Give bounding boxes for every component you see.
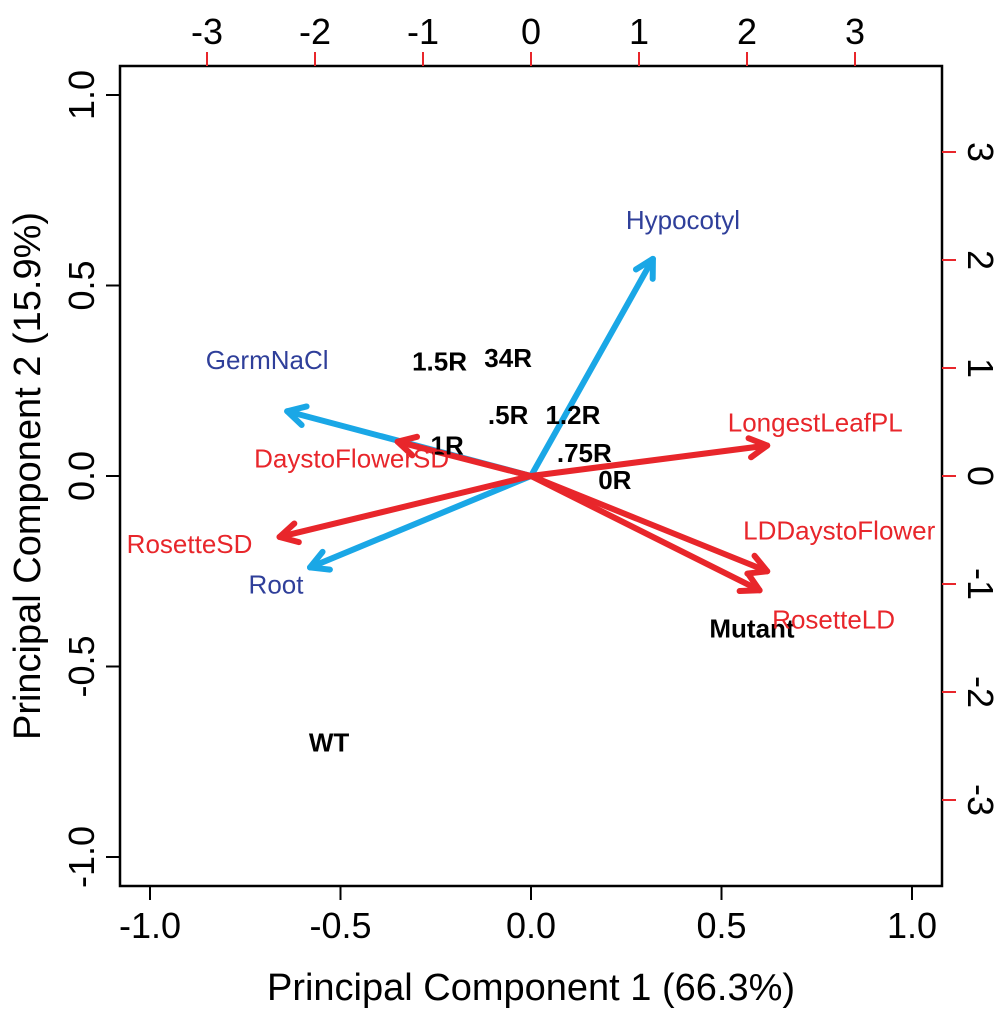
top-tick-label: 3 — [845, 11, 865, 52]
right-tick-label: -1 — [960, 568, 1001, 600]
right-tick-label: 2 — [960, 250, 1001, 270]
arrow-shaft — [528, 473, 763, 594]
x-tick-label: -0.5 — [309, 905, 371, 946]
top-tick-label: -1 — [407, 11, 439, 52]
observation-label: 1R — [431, 431, 464, 461]
x-axis-title: Principal Component 1 (66.3%) — [267, 967, 795, 1009]
arrow-head — [276, 520, 302, 546]
arrow-head — [632, 255, 656, 282]
observation-label: WT — [309, 728, 350, 758]
y-axis-title: Principal Component 2 (15.9%) — [7, 212, 49, 740]
arrow-head — [284, 403, 310, 429]
x-tick-label: 0.5 — [696, 905, 746, 946]
arrow-shaft — [528, 442, 771, 479]
top-tick-label: 0 — [521, 11, 541, 52]
observation-label: Mutant — [709, 613, 795, 643]
observation-label: 34R — [484, 343, 532, 373]
arrow-head — [744, 552, 771, 577]
y-tick-label: 0.5 — [61, 260, 102, 310]
loading-label: LDDaystoFlower — [743, 515, 936, 545]
arrow-shaft — [528, 255, 656, 479]
y-tick-label: -0.5 — [61, 635, 102, 697]
right-tick-label: 1 — [960, 358, 1001, 378]
loading-label: RosetteLD — [772, 604, 895, 634]
loading-label: LongestLeafPL — [728, 408, 903, 438]
y-tick-label: -1.0 — [61, 826, 102, 888]
arrow-head — [307, 548, 333, 573]
loading-arrows — [276, 255, 771, 595]
x-tick-label: 0.0 — [506, 905, 556, 946]
arrow-shaft — [307, 473, 534, 571]
observation-label: .75R — [557, 438, 612, 468]
arrow-head — [745, 435, 771, 461]
arrow-shaft — [276, 473, 534, 540]
arrow-head — [394, 433, 421, 459]
observation-label: 1.2R — [545, 400, 600, 430]
y-tick-label: 0.0 — [61, 451, 102, 501]
loading-label: RosetteSD — [127, 529, 253, 559]
loading-label: GermNaCl — [206, 345, 329, 375]
loading-label: Hypocotyl — [626, 205, 740, 235]
y-tick-label: 1.0 — [61, 70, 102, 120]
top-tick-label: -2 — [299, 11, 331, 52]
right-tick-label: -3 — [960, 784, 1001, 816]
loading-label: Root — [249, 569, 305, 599]
observation-label: .5R — [488, 400, 529, 430]
top-tick-label: 1 — [629, 11, 649, 52]
loading-label: DaystoFlowerSD — [254, 444, 449, 474]
observation-label: 0R — [598, 465, 631, 495]
top-tick-label: 2 — [737, 11, 757, 52]
right-tick-label: 3 — [960, 142, 1001, 162]
axis-ticks: -1.0 -0.5 0.0 0.5 1.0 -1.0 -0.5 0.0 0.5 1.0 -3 -2 -1… — [61, 11, 1001, 946]
right-tick-label: -2 — [960, 676, 1001, 708]
observation-label: 1.5R — [412, 347, 467, 377]
top-tick-label: -3 — [191, 11, 223, 52]
right-tick-label: 0 — [960, 466, 1001, 486]
arrow-shaft — [528, 473, 771, 575]
arrow-shaft — [394, 438, 534, 479]
loading-labels: Hypocotyl GermNaCl Root DaystoFlowerSD Roset… — [127, 205, 936, 634]
x-tick-label: 1.0 — [887, 905, 937, 946]
x-tick-label: -1.0 — [119, 905, 181, 946]
arrow-head — [736, 570, 763, 595]
